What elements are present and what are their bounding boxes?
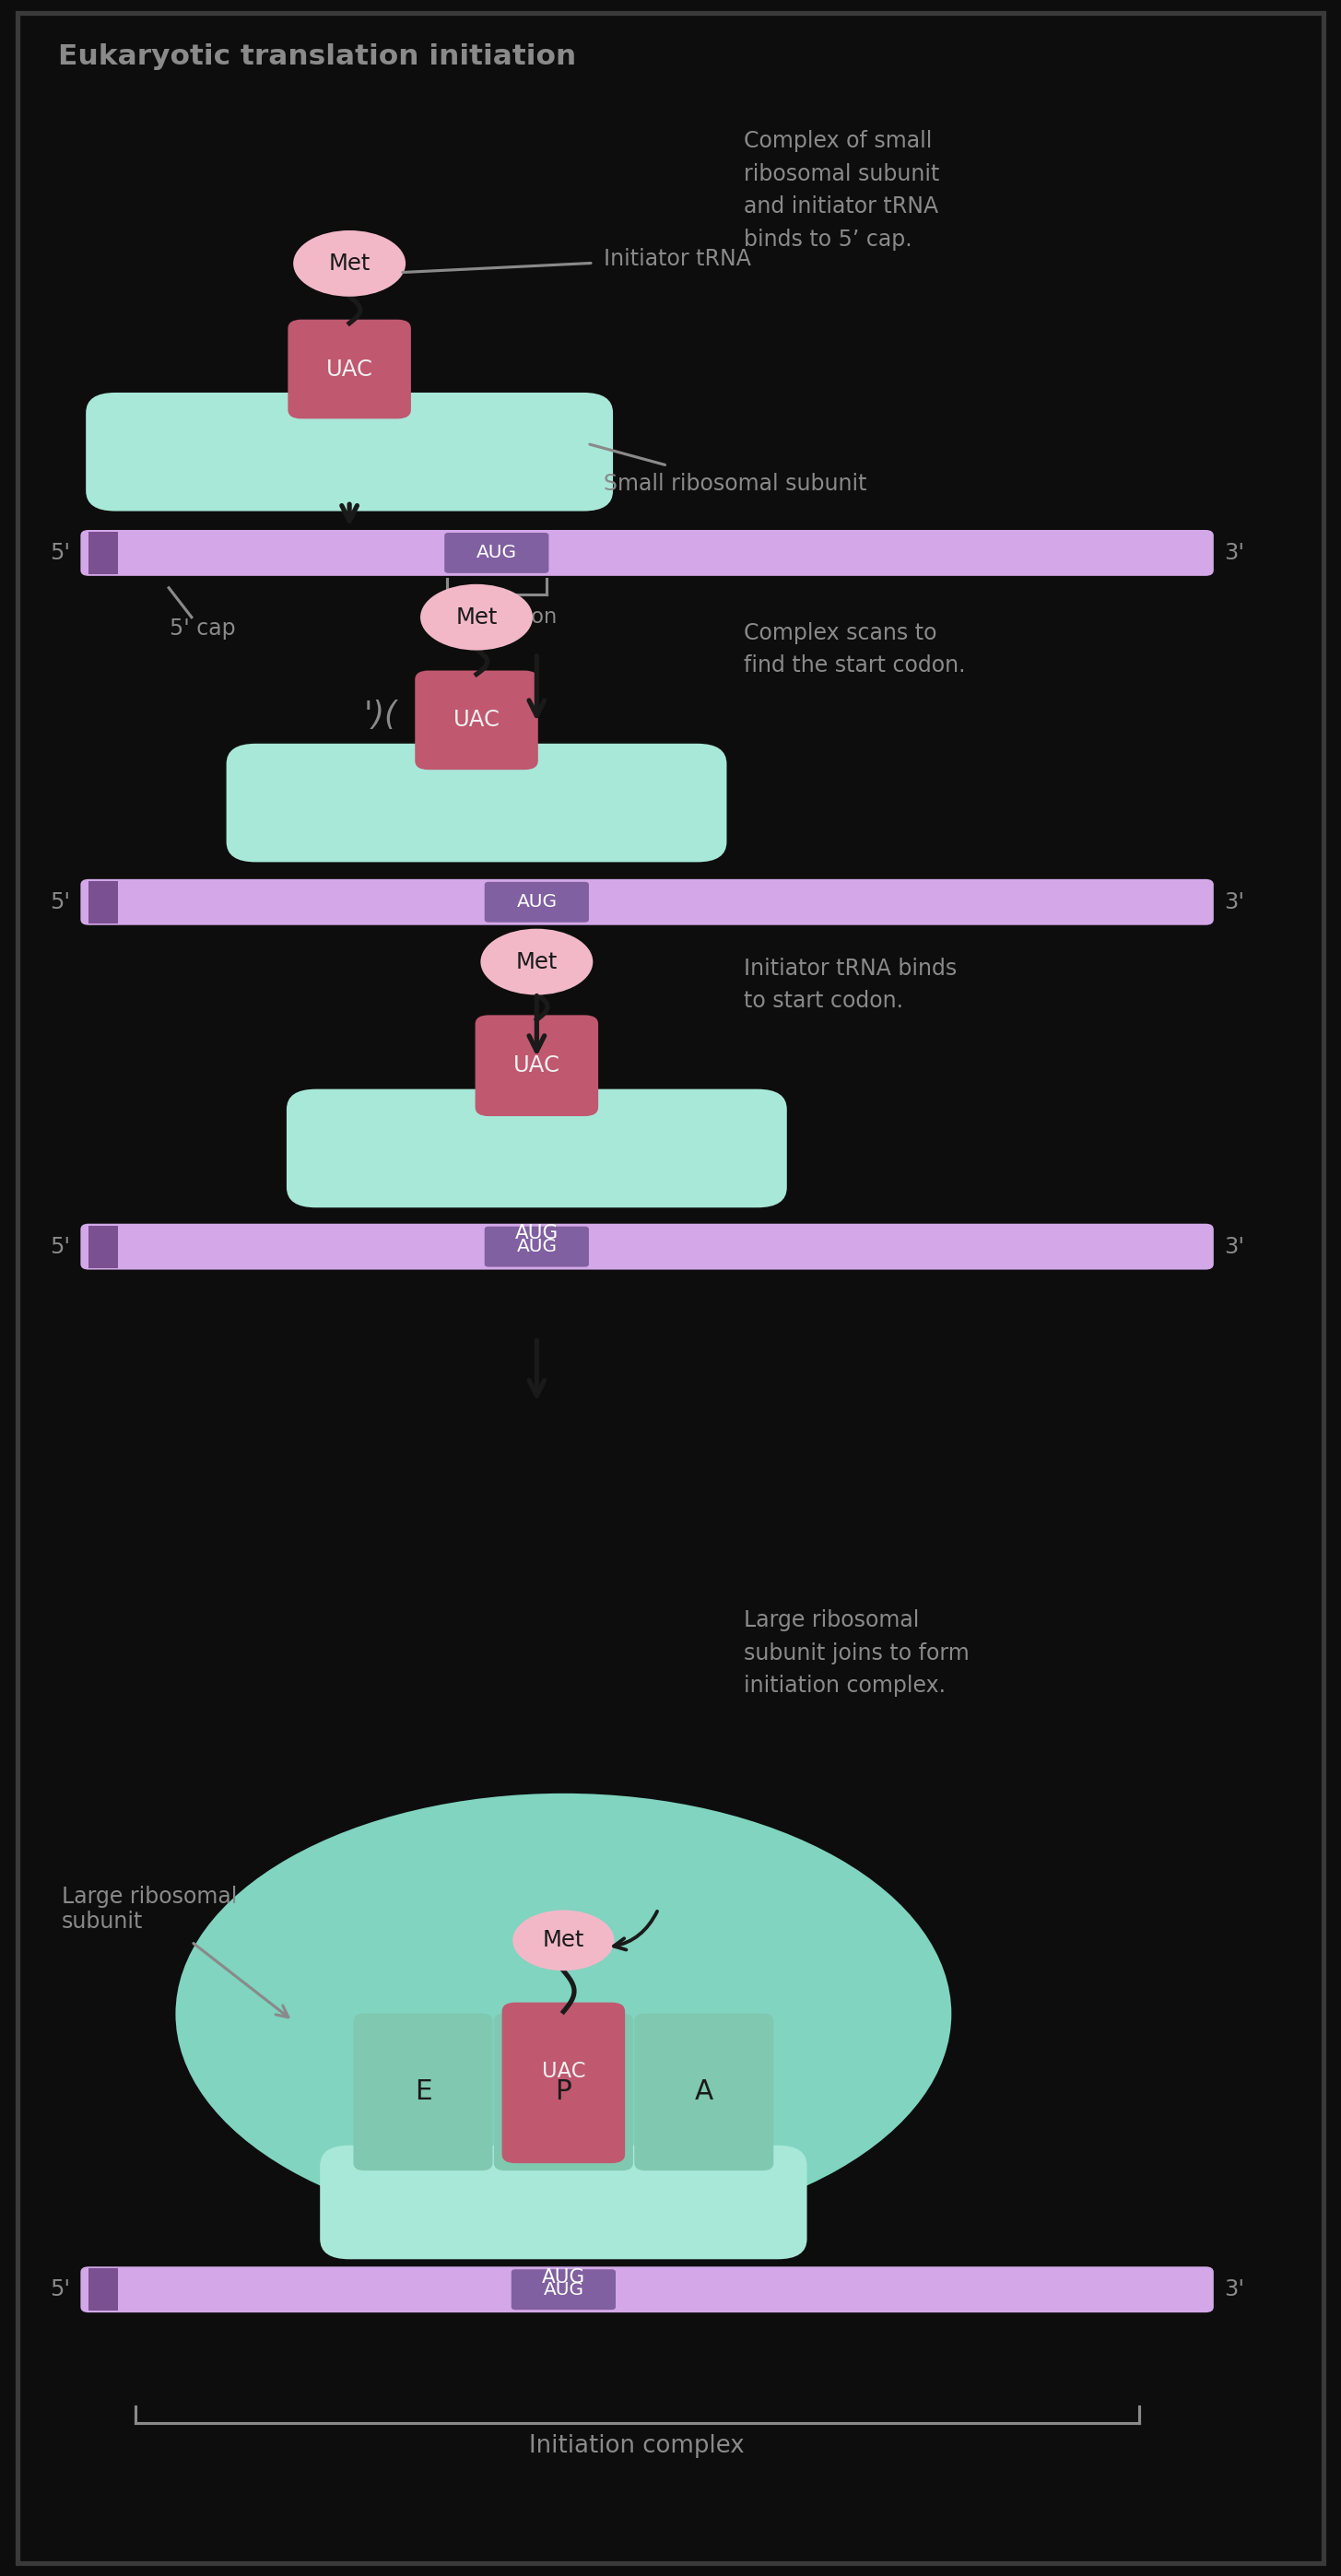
FancyBboxPatch shape bbox=[320, 2146, 807, 2259]
FancyBboxPatch shape bbox=[80, 878, 1214, 925]
Text: AUG: AUG bbox=[516, 1239, 557, 1255]
FancyBboxPatch shape bbox=[89, 2269, 118, 2311]
Text: 5' cap: 5' cap bbox=[169, 618, 235, 639]
Text: Start codon: Start codon bbox=[436, 605, 557, 629]
Text: AUG: AUG bbox=[476, 544, 516, 562]
FancyBboxPatch shape bbox=[288, 319, 410, 420]
FancyBboxPatch shape bbox=[86, 392, 613, 510]
Text: Eukaryotic translation initiation: Eukaryotic translation initiation bbox=[58, 44, 577, 70]
Text: P: P bbox=[555, 2079, 571, 2105]
FancyBboxPatch shape bbox=[89, 1226, 118, 1267]
Text: 3': 3' bbox=[1224, 2280, 1244, 2300]
Ellipse shape bbox=[480, 930, 593, 994]
Text: 5': 5' bbox=[50, 541, 70, 564]
Text: 3': 3' bbox=[1224, 541, 1244, 564]
Text: Met: Met bbox=[543, 1929, 585, 1953]
Text: AUG: AUG bbox=[542, 2269, 585, 2287]
Text: AUG: AUG bbox=[543, 2280, 583, 2298]
FancyBboxPatch shape bbox=[89, 881, 118, 922]
Text: Met: Met bbox=[516, 951, 558, 974]
FancyBboxPatch shape bbox=[484, 881, 589, 922]
FancyBboxPatch shape bbox=[511, 2269, 616, 2311]
FancyBboxPatch shape bbox=[354, 2014, 492, 2172]
Text: Small ribosomal subunit: Small ribosomal subunit bbox=[590, 443, 866, 495]
FancyBboxPatch shape bbox=[80, 531, 1214, 577]
Text: E: E bbox=[414, 2079, 432, 2105]
Text: Met: Met bbox=[329, 252, 370, 276]
Text: UAC: UAC bbox=[326, 358, 373, 381]
Ellipse shape bbox=[176, 1793, 951, 2233]
FancyBboxPatch shape bbox=[634, 2014, 774, 2172]
FancyBboxPatch shape bbox=[502, 2002, 625, 2164]
Text: 5': 5' bbox=[50, 1236, 70, 1257]
FancyBboxPatch shape bbox=[80, 2267, 1214, 2313]
Text: 3': 3' bbox=[1224, 891, 1244, 912]
FancyBboxPatch shape bbox=[414, 670, 538, 770]
Text: Large ribosomal
subunit: Large ribosomal subunit bbox=[62, 1886, 288, 2017]
Text: A: A bbox=[695, 2079, 713, 2105]
Text: Complex of small
ribosomal subunit
and initiator tRNA
binds to 5’ cap.: Complex of small ribosomal subunit and i… bbox=[744, 131, 940, 250]
Text: UAC: UAC bbox=[542, 2061, 586, 2081]
Text: Initiation complex: Initiation complex bbox=[530, 2434, 744, 2458]
Text: 5': 5' bbox=[50, 2280, 70, 2300]
Text: 3': 3' bbox=[1224, 1236, 1244, 1257]
FancyBboxPatch shape bbox=[287, 1090, 787, 1208]
Text: Large ribosomal
subunit joins to form
initiation complex.: Large ribosomal subunit joins to form in… bbox=[744, 1610, 970, 1698]
Ellipse shape bbox=[420, 585, 532, 649]
Text: Initiator tRNA binds
to start codon.: Initiator tRNA binds to start codon. bbox=[744, 958, 957, 1012]
FancyBboxPatch shape bbox=[80, 1224, 1214, 1270]
FancyBboxPatch shape bbox=[484, 1226, 589, 1267]
FancyBboxPatch shape bbox=[475, 1015, 598, 1115]
FancyBboxPatch shape bbox=[493, 2014, 633, 2172]
Text: AUG: AUG bbox=[515, 1224, 558, 1242]
Text: ')(: ')( bbox=[363, 701, 397, 732]
Text: Complex scans to
find the start codon.: Complex scans to find the start codon. bbox=[744, 621, 966, 677]
FancyBboxPatch shape bbox=[444, 533, 548, 572]
Ellipse shape bbox=[294, 229, 405, 296]
Text: UAC: UAC bbox=[514, 1054, 561, 1077]
FancyBboxPatch shape bbox=[89, 531, 118, 574]
Text: 5': 5' bbox=[50, 891, 70, 912]
Ellipse shape bbox=[512, 1909, 614, 1971]
Text: UAC: UAC bbox=[453, 708, 500, 732]
FancyBboxPatch shape bbox=[227, 744, 727, 863]
Text: Initiator tRNA: Initiator tRNA bbox=[402, 247, 751, 273]
Text: Met: Met bbox=[456, 605, 498, 629]
Text: AUG: AUG bbox=[516, 894, 557, 912]
